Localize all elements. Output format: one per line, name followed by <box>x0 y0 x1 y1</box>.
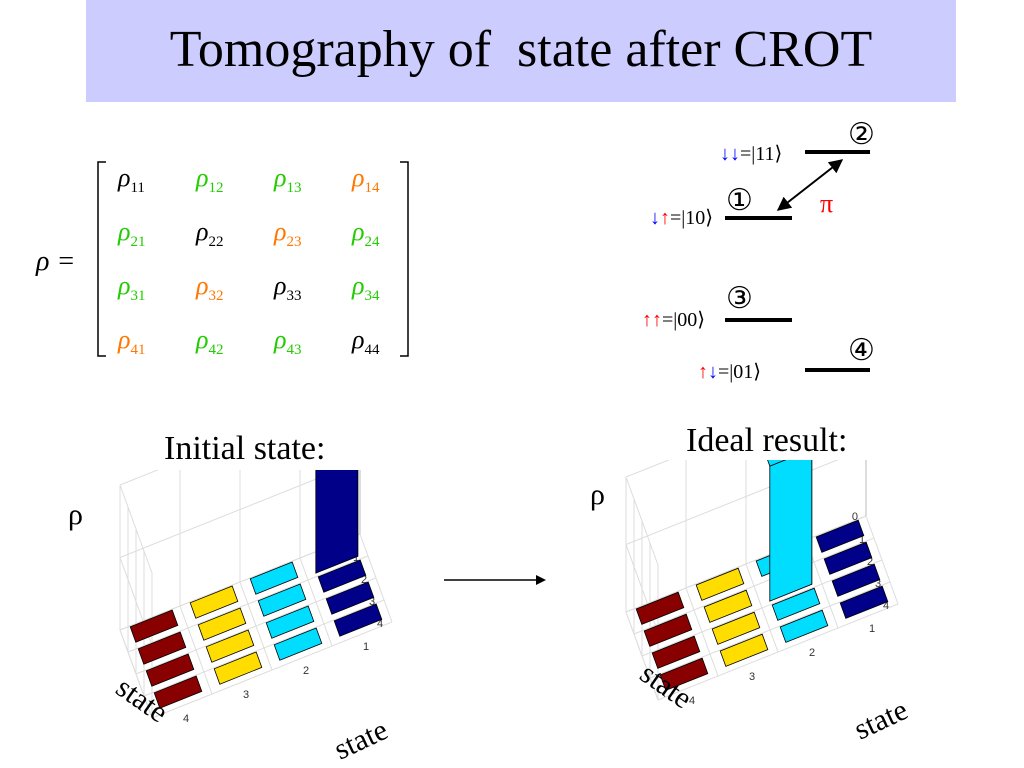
level-number-11: ② <box>848 118 875 151</box>
zero-tile <box>205 629 255 663</box>
zero-tile <box>831 563 881 597</box>
matrix-entry-42: ρ42 <box>195 325 223 358</box>
row-tick-label: 2 <box>867 556 873 568</box>
zero-tile <box>823 541 873 575</box>
zero-tile <box>771 587 821 621</box>
matrix-entry-12: ρ12 <box>195 163 223 196</box>
bar-top <box>767 460 787 467</box>
zero-tile <box>695 567 745 601</box>
zero-tile <box>317 559 367 593</box>
level-label-01: ↑↓=|01⟩ <box>698 361 761 383</box>
matrix-entry-14: ρ14 <box>351 163 380 196</box>
initial-state-chart: 00.5112341234ρstatestate <box>68 470 393 766</box>
row-tick-label: 3 <box>369 596 375 608</box>
initial-state-caption: Initial state: <box>164 430 326 467</box>
level-number-01: ④ <box>848 334 875 367</box>
matrix-entry-31: ρ31 <box>117 271 145 304</box>
row-tick-label: 2 <box>361 574 367 586</box>
matrix-entry-43: ρ43 <box>273 325 301 358</box>
transform-arrow <box>444 575 546 585</box>
zero-tile <box>129 609 179 643</box>
level-label-11: ↓↓=|11⟩ <box>720 143 782 165</box>
zero-tile <box>153 675 203 709</box>
zero-tile <box>273 627 323 661</box>
zero-tile <box>197 607 247 641</box>
energy-level-diagram: π ↓↓=|11⟩ ② ↓↑=|10⟩ ① ↑↑=|00⟩ ③ ↑↓=|01⟩ ④ <box>642 118 875 383</box>
matrix-entry-13: ρ13 <box>273 163 301 196</box>
zero-tile <box>333 603 383 637</box>
row-tick-label: 4 <box>377 618 383 630</box>
col-tick-label: 3 <box>749 671 755 683</box>
col-tick-label: 4 <box>183 713 189 725</box>
level-number-00: ③ <box>726 282 753 315</box>
row-tick-label: 3 <box>875 578 881 590</box>
zero-tile <box>815 519 865 553</box>
matrix-entry-22: ρ22 <box>195 217 223 250</box>
zero-tile <box>711 611 761 645</box>
col-tick-label: 1 <box>869 623 875 635</box>
zero-tile <box>249 561 299 595</box>
matrix-entry-34: ρ34 <box>351 271 380 304</box>
row-tick-label: 4 <box>883 600 889 612</box>
zero-tile <box>189 585 239 619</box>
right-bracket <box>400 161 409 357</box>
matrix-entry-41: ρ41 <box>117 325 145 358</box>
col-tick-label: 4 <box>689 695 695 707</box>
matrix-entry-32: ρ32 <box>195 271 223 304</box>
col-tick-label: 2 <box>303 665 309 677</box>
level-label-00: ↑↑=|00⟩ <box>642 309 705 331</box>
title-bar: Tomography of state after CROT <box>86 0 956 102</box>
matrix-lhs: ρ = <box>35 246 75 277</box>
row-tick-label: 1 <box>859 534 865 546</box>
zero-tile <box>265 605 315 639</box>
zero-tile <box>325 581 375 615</box>
z-axis-label: ρ <box>590 478 605 511</box>
zero-tile <box>839 585 889 619</box>
zero-tile <box>145 653 195 687</box>
zero-tile <box>651 635 701 669</box>
zero-tile <box>137 631 187 665</box>
row-tick-label: 1 <box>353 552 359 564</box>
bar-front <box>769 460 813 602</box>
y-axis-label: state <box>329 713 393 766</box>
pi-label: π <box>820 189 833 218</box>
matrix-entry-11: ρ11 <box>117 163 145 196</box>
matrix-entry-33: ρ33 <box>273 271 301 304</box>
col-tick-label: 3 <box>243 689 249 701</box>
slide-title: Tomography of state after CROT <box>169 21 873 78</box>
y-axis-label: state <box>849 693 913 746</box>
z-axis-label: ρ <box>68 498 83 531</box>
transition-arrow <box>776 159 844 211</box>
zero-tile <box>779 609 829 643</box>
matrix-entry-23: ρ23 <box>273 217 301 250</box>
zero-tile <box>719 633 769 667</box>
col-tick-label: 2 <box>809 647 815 659</box>
ideal-result-chart: 00.5112341234ρstatestate <box>590 460 913 746</box>
bar-front <box>315 470 359 574</box>
level-label-10: ↓↑=|10⟩ <box>650 207 713 229</box>
ideal-result-caption: Ideal result: <box>686 422 848 459</box>
zero-tile <box>659 657 709 691</box>
matrix-entry-21: ρ21 <box>117 217 145 250</box>
density-matrix: ρ = ρ11 ρ12 ρ13 ρ14 ρ21 ρ22 ρ23 ρ24 ρ31 ρ32 ρ33 ρ34… <box>35 161 409 358</box>
zero-tile <box>703 589 753 623</box>
matrix-entry-24: ρ24 <box>351 217 380 250</box>
left-bracket <box>97 161 106 357</box>
zero-tile <box>213 651 263 685</box>
z-tick-label: 0 <box>852 511 858 523</box>
matrix-entry-44: ρ44 <box>351 325 380 358</box>
level-number-10: ① <box>726 184 753 217</box>
zero-tile <box>643 613 693 647</box>
zero-tile <box>257 583 307 617</box>
zero-tile <box>635 591 685 625</box>
col-tick-label: 1 <box>363 641 369 653</box>
